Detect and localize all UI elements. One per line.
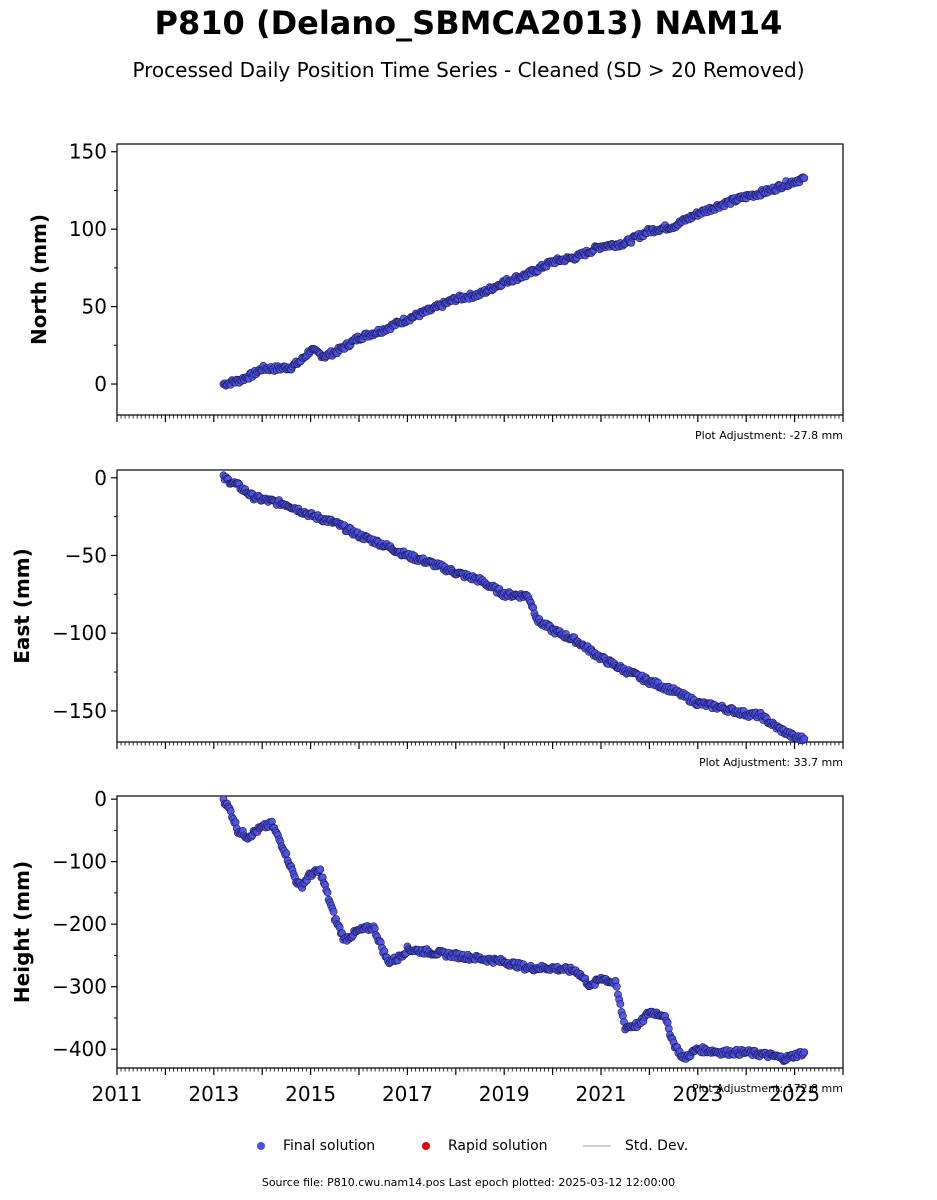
height-data-point	[616, 1000, 625, 1008]
source-footer: Source file: P810.cwu.nam14.pos Last epo…	[261, 1176, 676, 1189]
height-xtick-label: 2019	[479, 1082, 530, 1106]
north-plot-frame	[116, 143, 844, 416]
north-plot-adjustment: Plot Adjustment: -27.8 mm	[695, 429, 843, 442]
std-dev-line-icon	[583, 1145, 611, 1147]
chart-title: P810 (Delano_SBMCA2013) NAM14	[154, 4, 783, 42]
north-ytick-label: 0	[94, 372, 107, 396]
north-ytick-label: 100	[69, 217, 107, 241]
east-ytick-label: 0	[94, 466, 107, 490]
east-data-point	[800, 734, 809, 743]
height-data-point	[329, 907, 338, 916]
height-xtick-label: 2013	[188, 1082, 239, 1106]
chart-subtitle: Processed Daily Position Time Series - C…	[132, 58, 805, 82]
height-ytick-label: −400	[52, 1037, 107, 1061]
east-plot-frame	[116, 469, 844, 743]
height-data-point	[282, 849, 291, 858]
north-ytick-label: 150	[69, 140, 107, 164]
legend-std: Std. Dev.	[583, 1138, 688, 1154]
height-plot-adjustment: Plot Adjustment: 172.8 mm	[692, 1082, 843, 1095]
east-ytick-label: −150	[52, 699, 107, 723]
height-xtick-label: 2015	[285, 1082, 336, 1106]
height-data-point	[664, 1024, 673, 1033]
height-data-point	[612, 982, 621, 991]
height-xtick-label: 2025	[769, 1082, 820, 1106]
legend-final: Final solution	[257, 1138, 375, 1154]
height-data-point	[323, 888, 332, 897]
height-data-point	[800, 1048, 809, 1057]
east-ytick-label: −50	[65, 543, 107, 567]
height-xtick-label: 2017	[382, 1082, 433, 1106]
legend: Final solution Rapid solution Std. Dev.	[0, 1138, 937, 1158]
height-axis-label: Height (mm)	[10, 861, 34, 1003]
north-data-point	[800, 174, 809, 182]
height-xtick-label: 2011	[92, 1082, 143, 1106]
legend-rapid: Rapid solution	[422, 1138, 548, 1154]
east-axis-label: East (mm)	[10, 548, 34, 664]
legend-rapid-label: Rapid solution	[448, 1138, 548, 1154]
east-ytick-label: −100	[52, 621, 107, 645]
east-plot-adjustment: Plot Adjustment: 33.7 mm	[699, 756, 843, 769]
legend-final-label: Final solution	[283, 1138, 376, 1154]
height-xtick-label: 2023	[672, 1082, 723, 1106]
north-axis-label: North (mm)	[27, 214, 51, 345]
rapid-solution-marker-icon	[422, 1142, 430, 1150]
height-ytick-label: 0	[94, 787, 107, 811]
height-ytick-label: −200	[52, 912, 107, 936]
height-data-point	[316, 865, 325, 874]
height-xtick-label: 2021	[576, 1082, 627, 1106]
height-data-point	[370, 924, 379, 933]
legend-std-label: Std. Dev.	[625, 1138, 689, 1154]
final-solution-marker-icon	[257, 1142, 265, 1150]
height-ytick-label: −300	[52, 975, 107, 999]
height-plot-frame	[116, 795, 844, 1069]
north-ytick-label: 50	[82, 295, 107, 319]
height-ytick-label: −100	[52, 850, 107, 874]
